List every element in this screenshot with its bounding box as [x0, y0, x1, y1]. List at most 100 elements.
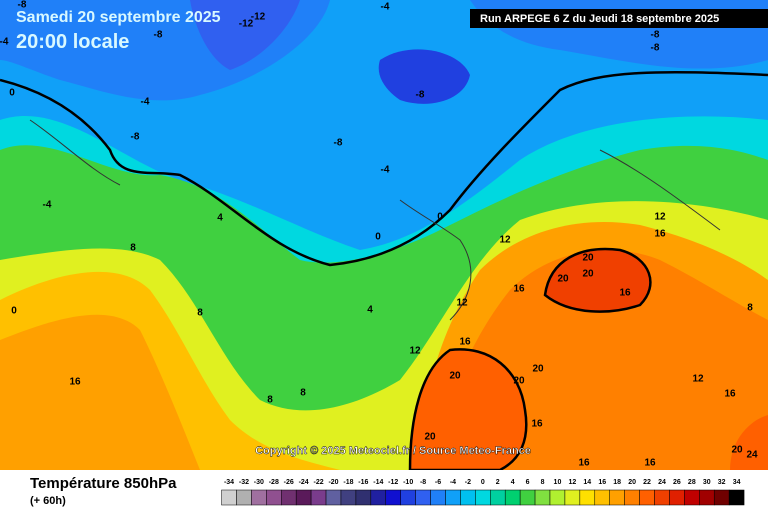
contour-label: 16	[531, 419, 543, 430]
scale-swatch	[266, 489, 282, 506]
scale-swatch	[534, 489, 551, 506]
scale-swatch	[370, 489, 387, 506]
contour-label: 16	[644, 458, 656, 469]
scale-swatch	[579, 489, 596, 506]
scale-swatch	[475, 489, 491, 506]
scale-label: 32	[718, 479, 726, 486]
scale-swatch	[445, 489, 461, 506]
scale-swatch	[236, 489, 252, 506]
date: Samedi 20 septembre 2025	[16, 9, 221, 26]
scale-swatch	[504, 489, 521, 506]
scale-label: -20	[328, 479, 338, 486]
scale-label: -12	[388, 479, 398, 486]
contour-label: 20	[424, 432, 436, 443]
contour-label: 16	[654, 229, 666, 240]
contour-label: 16	[724, 389, 736, 400]
color-scale: -34 -32 -30 -28 -26 -24 -22 -20 -18 -16 -14 -12 -10-…	[221, 479, 745, 506]
scale-label: -18	[343, 479, 353, 486]
scale-label: -10	[403, 479, 413, 486]
scale-label: -6	[435, 479, 441, 486]
contour-label: 20	[582, 269, 594, 280]
scale-swatch	[728, 489, 745, 506]
scale-swatch	[699, 489, 715, 506]
contour-label: 12	[654, 212, 666, 223]
scale-swatch	[624, 489, 640, 506]
contour-label: 12	[409, 346, 421, 357]
scale-label: 2	[496, 479, 500, 486]
contour-label: 8	[747, 303, 753, 314]
scale-label: -4	[450, 479, 456, 486]
scale-label: 18	[613, 479, 621, 486]
scale-swatch	[609, 489, 625, 506]
scale-label: 16	[598, 479, 606, 486]
contour-label: 24	[746, 450, 758, 461]
scale-label: 22	[643, 479, 651, 486]
contour-label: -8	[154, 30, 163, 41]
footer-lead: (+ 60h)	[30, 495, 66, 507]
scale-label: -14	[373, 479, 383, 486]
scale-label: -26	[284, 479, 294, 486]
contour-label: 20	[513, 376, 525, 387]
contour-label: 8	[300, 388, 306, 399]
contour-label: -8	[18, 0, 27, 11]
contour-label: -4	[43, 200, 52, 211]
contour-label: -4	[141, 97, 150, 108]
scale-swatch	[639, 489, 655, 506]
scale-swatch	[281, 489, 297, 506]
contour-label: 4	[217, 213, 223, 224]
scale-swatch	[594, 489, 610, 506]
scale-swatch	[415, 489, 431, 506]
scale-label: 34	[733, 479, 741, 486]
contour-label: -8	[131, 132, 140, 143]
scale-label: -30	[254, 479, 264, 486]
scale-label: -32	[239, 479, 249, 486]
contour-label: -12	[251, 12, 266, 23]
scale-label: 30	[703, 479, 711, 486]
contour-label: 20	[582, 253, 594, 264]
scale-swatch	[251, 489, 267, 506]
contour-label: -8	[651, 43, 660, 54]
scale-swatch	[669, 489, 685, 506]
contour-label: 20	[731, 445, 743, 456]
scale-label: 26	[673, 479, 681, 486]
scale-label: -8	[420, 479, 426, 486]
contour-label: 16	[459, 337, 471, 348]
scale-label: -24	[299, 479, 309, 486]
map	[0, 0, 768, 472]
contour-label: 8	[130, 243, 136, 254]
contour-label: -8	[651, 30, 660, 41]
scale-swatch	[549, 489, 566, 506]
scale-swatch	[400, 489, 416, 506]
contour-label: 20	[532, 364, 544, 375]
scale-swatch	[310, 489, 327, 506]
contour-label: -4	[0, 37, 9, 48]
footer-title: Température 850hPa	[30, 475, 177, 492]
scale-label: 8	[541, 479, 545, 486]
scale-label: 10	[554, 479, 562, 486]
contour-label: 12	[499, 235, 511, 246]
contour-labels: -8 -4-12-12-8-4-8-8-8-40-8-8-4-4400812202…	[0, 0, 758, 469]
contour-label: -4	[381, 2, 390, 13]
scale-swatch	[221, 489, 237, 506]
contour-label: -4	[381, 165, 390, 176]
scale-swatch	[460, 489, 476, 506]
scale-swatch	[385, 489, 401, 506]
scale-label: -34	[224, 479, 234, 486]
contour-label: 16	[69, 377, 81, 388]
scale-swatch	[430, 489, 446, 506]
time: 20:00 locale	[16, 31, 129, 53]
scale-label: 20	[628, 479, 636, 486]
contour-label: 0	[9, 88, 15, 99]
scale-swatch	[340, 489, 357, 506]
contour-label: 16	[619, 288, 631, 299]
scale-label: 4	[511, 479, 515, 486]
contour-label: 20	[557, 274, 569, 285]
contour-label: 8	[267, 395, 273, 406]
scale-label: -22	[314, 479, 324, 486]
scale-label: -16	[358, 479, 368, 486]
contour-label: 12	[692, 374, 704, 385]
copyright: Copyright © 2025 Meteociel.fr / Source M…	[255, 445, 531, 457]
contour-label: 16	[513, 284, 525, 295]
contour-label: 12	[456, 298, 468, 309]
